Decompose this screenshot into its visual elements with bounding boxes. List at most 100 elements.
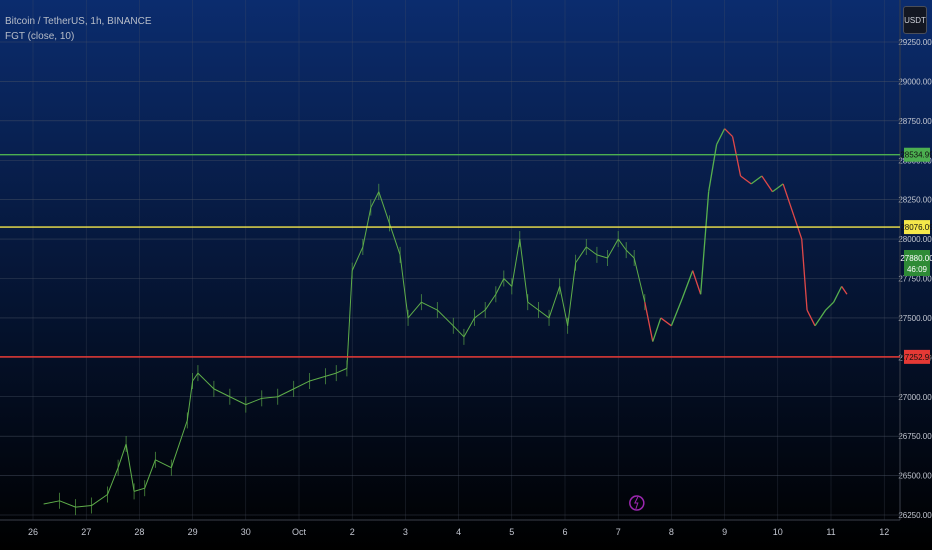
price-segment [585, 246, 598, 256]
price-segment [436, 309, 454, 327]
price-segment [378, 191, 390, 224]
price-segment [548, 286, 561, 319]
price-segment [325, 372, 337, 377]
y-tick-label: 26750.00 [898, 432, 932, 441]
price-segment [75, 505, 92, 508]
price-segment [125, 443, 135, 492]
price-segment [309, 375, 326, 382]
price-segment [59, 500, 76, 508]
indicator-segment [833, 286, 843, 303]
price-segment [293, 380, 310, 390]
indicator-segment [825, 301, 835, 311]
y-tick-label: 28750.00 [898, 117, 932, 126]
price-segment [170, 420, 188, 468]
y-tick-label: 27750.00 [898, 275, 932, 284]
price-segment [511, 239, 521, 287]
currency-button[interactable]: USDT [903, 6, 927, 34]
x-tick-label: 9 [722, 527, 727, 537]
price-segment [625, 249, 635, 259]
event-marker-icon [629, 495, 645, 511]
last-price-countdown: 46:09 [907, 265, 928, 274]
price-segment [559, 286, 569, 326]
price-segment [133, 487, 145, 492]
price-segment [452, 325, 465, 338]
price-segment [213, 388, 231, 398]
x-tick-label: 2 [350, 527, 355, 537]
price-segment [43, 500, 60, 505]
price-segment [336, 367, 348, 374]
indicator-segment [700, 191, 710, 295]
x-tick-label: 30 [241, 527, 251, 537]
price-segment [197, 372, 215, 390]
level-price-tag [904, 349, 930, 364]
price-segment [519, 239, 529, 303]
y-tick-label: 27500.00 [898, 314, 932, 323]
level-price-tag [904, 220, 930, 235]
indicator-segment [841, 286, 848, 295]
price-segment [617, 238, 627, 251]
x-tick-label: 12 [879, 527, 889, 537]
price-segment [117, 443, 127, 468]
price-segment [192, 372, 199, 382]
level-price-label: 28534.99 [900, 151, 932, 160]
price-segment [399, 254, 409, 318]
y-tick-label: 26250.00 [898, 511, 932, 520]
x-tick-label: 29 [188, 527, 198, 537]
price-segment [107, 467, 119, 495]
level-price-tag [904, 147, 930, 162]
indicator-segment [782, 183, 795, 216]
price-segment [346, 270, 353, 369]
x-tick-label: 3 [403, 527, 408, 537]
last-price-label: 27880.00 [900, 254, 932, 263]
indicator-title[interactable]: FGT (close, 10) [5, 31, 75, 42]
y-tick-label: 27000.00 [898, 393, 932, 402]
indicator-segment [681, 270, 694, 300]
indicator-segment [716, 128, 726, 145]
indicator-segment [814, 309, 827, 327]
indicator-segment [761, 175, 774, 193]
price-segment [245, 397, 262, 406]
indicator-segment [652, 317, 662, 342]
indicator-segment [806, 309, 816, 327]
price-segment [370, 191, 380, 208]
x-tick-label: Oct [292, 527, 307, 537]
x-tick-label: 7 [616, 527, 621, 537]
price-segment [567, 262, 577, 326]
indicator-segment [724, 128, 734, 138]
price-segment [155, 459, 172, 469]
x-tick-label: 4 [456, 527, 461, 537]
indicator-segment [707, 144, 718, 192]
x-tick-label: 28 [134, 527, 144, 537]
indicator-segment [692, 270, 702, 295]
y-tick-label: 26500.00 [898, 472, 932, 481]
price-segment [91, 494, 108, 506]
price-segment [527, 301, 539, 311]
level-price-label: 27252.98 [900, 353, 932, 362]
price-segment [575, 246, 587, 264]
indicator-segment [731, 136, 742, 177]
y-tick-label: 28000.00 [898, 235, 932, 244]
price-segment [596, 254, 608, 259]
price-segment [474, 309, 486, 319]
symbol-title[interactable]: Bitcoin / TetherUS, 1h, BINANCE [5, 16, 152, 27]
price-segment [495, 278, 505, 295]
y-tick-label: 29000.00 [898, 77, 932, 86]
indicator-segment [660, 317, 672, 327]
indicator-segment [670, 298, 683, 327]
price-segment [144, 459, 156, 489]
price-segment [186, 380, 194, 421]
x-tick-label: 5 [509, 527, 514, 537]
price-segment [538, 309, 550, 319]
price-segment [277, 388, 294, 398]
y-tick-label: 28250.00 [898, 196, 932, 205]
indicator-segment [644, 302, 654, 342]
lightning-icon [634, 496, 639, 510]
y-tick-label: 29250.00 [898, 38, 932, 47]
x-tick-label: 11 [826, 527, 835, 537]
x-tick-label: 10 [773, 527, 783, 537]
level-price-label: 28076.09 [900, 223, 932, 232]
x-tick-label: 27 [81, 527, 91, 537]
